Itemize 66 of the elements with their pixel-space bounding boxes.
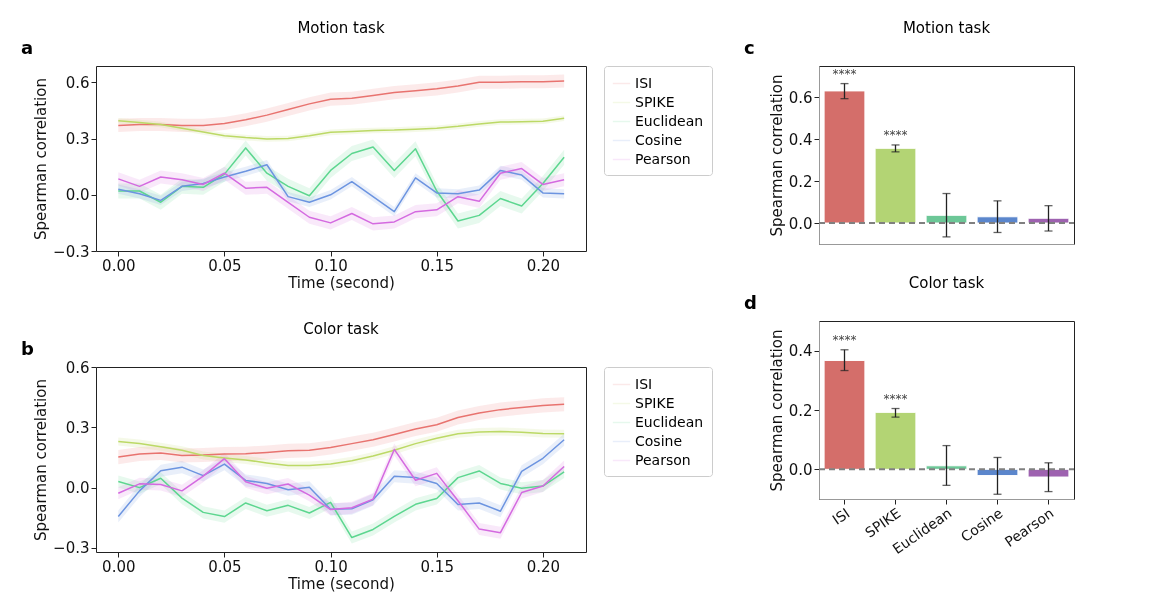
x-tick-label: 0.05 (208, 557, 242, 576)
legend-label: Euclidean (635, 112, 704, 129)
y-tick-label: 0.3 (65, 130, 90, 149)
y-tick-label: 0.2 (788, 172, 813, 191)
y-axis-title: Spearman correlation (767, 329, 786, 492)
y-tick-label: 0.6 (65, 73, 90, 92)
bar (874, 147, 917, 224)
legend-label: SPIKE (635, 394, 675, 411)
y-tick-label: −0.3 (53, 539, 90, 558)
annotation: **** (883, 391, 908, 406)
legend-label: SPIKE (635, 93, 675, 110)
x-tick-label: 0.15 (420, 557, 454, 576)
annotation: **** (832, 66, 857, 81)
x-tick-label: 0.20 (526, 557, 561, 576)
chart-title: Color task (303, 320, 380, 338)
y-tick-label: 0.6 (788, 88, 813, 107)
y-tick-label: 0.3 (65, 418, 90, 437)
legend-label: ISI (635, 74, 653, 91)
y-tick-label: 0.4 (788, 130, 813, 149)
x-tick-label: 0.10 (314, 256, 348, 275)
text: a (21, 37, 34, 58)
legend-label: Euclidean (635, 413, 704, 430)
x-axis-title: Time (second) (287, 273, 395, 292)
bar (976, 216, 1019, 224)
y-tick-label: 0.0 (65, 479, 90, 498)
bar (1027, 468, 1070, 478)
line-series (117, 167, 565, 225)
x-tick-label: 0.20 (526, 256, 561, 275)
y-tick-label: 0.2 (788, 401, 813, 420)
bar (874, 411, 917, 470)
legend-label: ISI (635, 375, 653, 392)
legend-label: Cosine (635, 432, 683, 449)
chart-title: Motion task (902, 19, 991, 37)
text: d (744, 292, 757, 313)
x-tick-label: 0.05 (208, 256, 242, 275)
x-tick-label: ISI (829, 504, 853, 528)
y-axis-title: Spearman correlation (767, 74, 786, 237)
x-axis-title: Time (second) (287, 574, 395, 593)
y-tick-label: 0.0 (788, 214, 813, 233)
bar (823, 359, 866, 470)
line-series (117, 403, 565, 458)
chart-title: Motion task (297, 19, 385, 37)
bar (976, 468, 1019, 477)
x-tick-label: 0.00 (102, 557, 136, 576)
text: b (21, 338, 34, 359)
y-tick-label: −0.3 (53, 242, 90, 261)
x-tick-label: 0.10 (314, 557, 348, 576)
y-tick-label: 0.0 (788, 460, 813, 479)
y-axis-title: Spearman correlation (32, 379, 51, 541)
annotation: **** (883, 127, 908, 142)
line-series (117, 146, 565, 222)
y-axis-title: Spearman correlation (32, 78, 51, 240)
x-tick-label: 0.15 (420, 256, 454, 275)
y-tick-label: 0.4 (788, 342, 813, 361)
chart-title: Color task (908, 274, 985, 292)
bar (925, 214, 968, 224)
legend-label: Cosine (635, 131, 683, 148)
legend-label: Pearson (635, 150, 691, 167)
y-tick-label: 0.6 (65, 358, 90, 377)
x-tick-label: 0.00 (102, 256, 136, 275)
y-tick-label: 0.0 (65, 186, 90, 205)
text: c (744, 37, 755, 58)
bar (823, 90, 866, 224)
line-series (117, 80, 565, 127)
annotation: **** (832, 332, 857, 347)
legend-label: Pearson (635, 451, 691, 468)
